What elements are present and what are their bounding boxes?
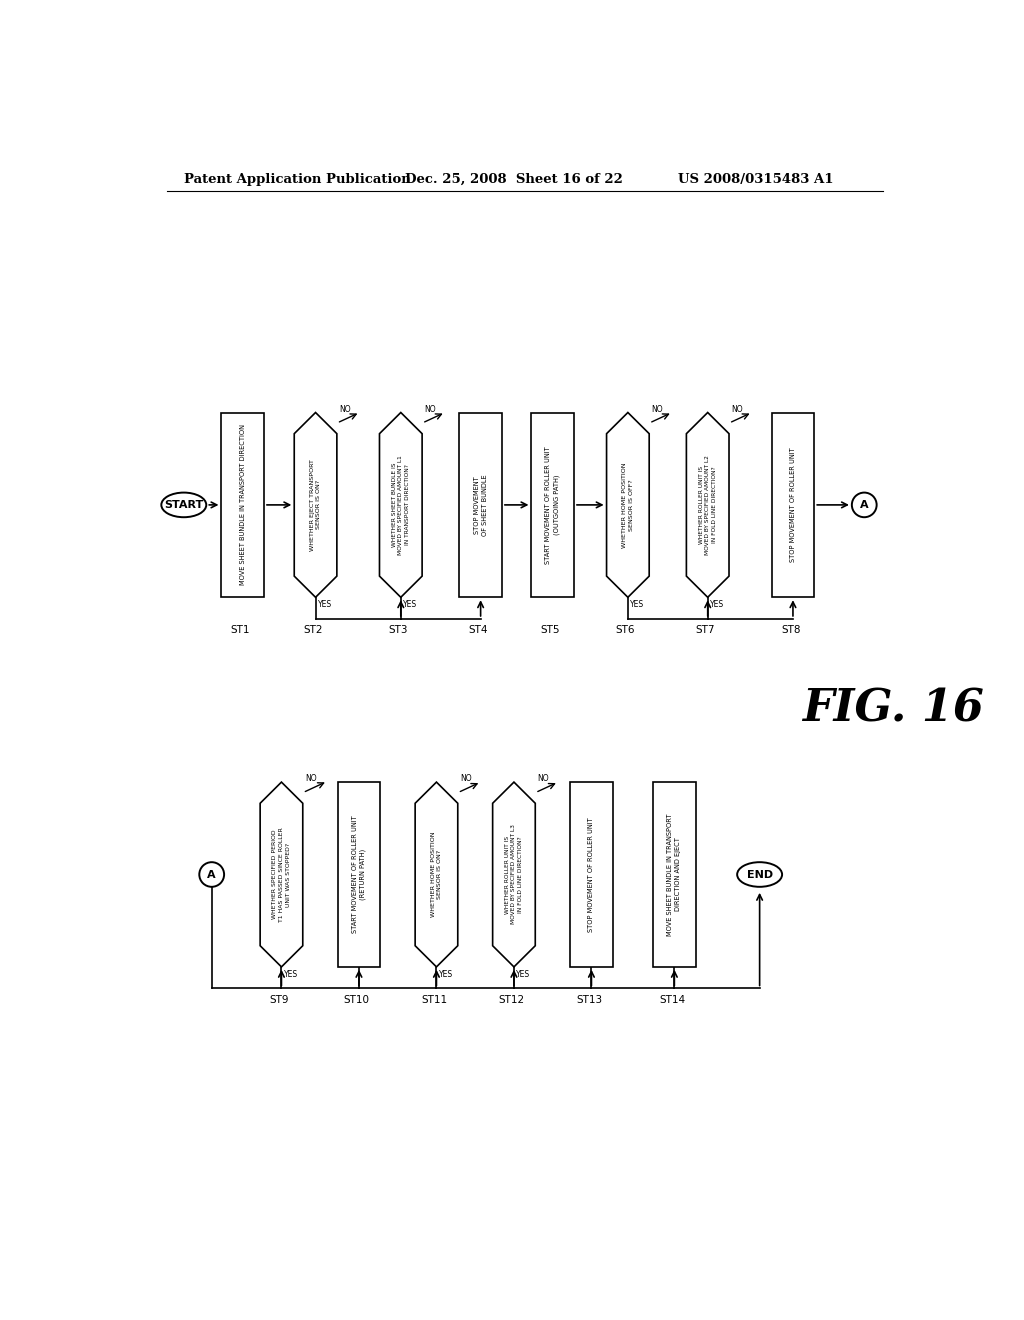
Text: NO: NO <box>424 405 436 414</box>
Bar <box>653 781 695 966</box>
Circle shape <box>200 862 224 887</box>
Bar <box>221 413 264 598</box>
Text: NO: NO <box>731 405 743 414</box>
Polygon shape <box>493 781 536 966</box>
Text: ST11: ST11 <box>421 995 447 1005</box>
Text: STOP MOVEMENT OF ROLLER UNIT: STOP MOVEMENT OF ROLLER UNIT <box>790 447 796 562</box>
Bar <box>772 413 814 598</box>
Bar <box>460 413 502 598</box>
Text: YES: YES <box>403 601 417 610</box>
Text: NO: NO <box>651 405 664 414</box>
Text: STOP MOVEMENT OF ROLLER UNIT: STOP MOVEMENT OF ROLLER UNIT <box>589 817 595 932</box>
Text: ST14: ST14 <box>659 995 685 1005</box>
Circle shape <box>852 492 877 517</box>
Text: FIG. 16: FIG. 16 <box>802 688 984 730</box>
Polygon shape <box>415 781 458 966</box>
Ellipse shape <box>737 862 782 887</box>
Text: ST10: ST10 <box>344 995 370 1005</box>
Text: ST12: ST12 <box>499 995 524 1005</box>
Text: MOVE SHEET BUNDLE IN TRANSPORT DIRECTION: MOVE SHEET BUNDLE IN TRANSPORT DIRECTION <box>240 425 246 585</box>
Text: ST8: ST8 <box>781 626 801 635</box>
Polygon shape <box>686 412 729 598</box>
Text: START MOVEMENT OF ROLLER UNIT
(OUTGOING PATH): START MOVEMENT OF ROLLER UNIT (OUTGOING … <box>546 446 560 564</box>
Polygon shape <box>606 412 649 598</box>
Polygon shape <box>260 781 303 966</box>
Text: NO: NO <box>339 405 351 414</box>
Bar <box>338 781 380 966</box>
Text: WHETHER HOME POSITION
SENSOR IS ON?: WHETHER HOME POSITION SENSOR IS ON? <box>431 832 442 917</box>
Text: Patent Application Publication: Patent Application Publication <box>183 173 411 186</box>
Text: START MOVEMENT OF ROLLER UNIT
(RETURN PATH): START MOVEMENT OF ROLLER UNIT (RETURN PA… <box>351 816 367 933</box>
Text: STOP MOVEMENT
OF SHEET BUNDLE: STOP MOVEMENT OF SHEET BUNDLE <box>474 474 487 536</box>
Text: ST2: ST2 <box>303 626 323 635</box>
Text: Dec. 25, 2008  Sheet 16 of 22: Dec. 25, 2008 Sheet 16 of 22 <box>406 173 624 186</box>
Text: YES: YES <box>284 970 298 979</box>
Text: ST3: ST3 <box>389 626 409 635</box>
Text: ST6: ST6 <box>615 626 635 635</box>
Text: MOVE SHEET BUNDLE IN TRANSPORT
DIRECTION AND EJECT: MOVE SHEET BUNDLE IN TRANSPORT DIRECTION… <box>668 813 681 936</box>
Text: WHETHER ROLLER UNIT IS
MOVED BY SPECIFIED AMOUNT L2
IN FOLD LINE DIRECTION?: WHETHER ROLLER UNIT IS MOVED BY SPECIFIE… <box>698 455 717 554</box>
Text: WHETHER SHEET BUNDLE IS
MOVED BY SPECIFIED AMOUNT L1
IN TRANSPORT DIRECTION?: WHETHER SHEET BUNDLE IS MOVED BY SPECIFI… <box>392 455 410 554</box>
Text: YES: YES <box>516 970 530 979</box>
Text: ST13: ST13 <box>577 995 602 1005</box>
Text: YES: YES <box>710 601 724 610</box>
Text: WHETHER EJECT TRANSPORT
SENSOR IS ON?: WHETHER EJECT TRANSPORT SENSOR IS ON? <box>309 459 322 550</box>
Text: END: END <box>746 870 773 879</box>
Text: YES: YES <box>438 970 453 979</box>
Text: ST9: ST9 <box>269 995 289 1005</box>
Ellipse shape <box>162 492 206 517</box>
Text: ST7: ST7 <box>695 626 715 635</box>
Text: YES: YES <box>630 601 644 610</box>
Text: WHETHER SPECIFIED PERIOD
T1 HAS PASSED SINCE ROLLER
UNIT WAS STOPPED?: WHETHER SPECIFIED PERIOD T1 HAS PASSED S… <box>272 828 291 921</box>
Text: A: A <box>208 870 216 879</box>
Text: YES: YES <box>317 601 332 610</box>
Text: WHETHER ROLLER UNIT IS
MOVED BY SPECIFIED AMOUNT L3
IN FOLD LINE DIRECTION?: WHETHER ROLLER UNIT IS MOVED BY SPECIFIE… <box>505 825 523 924</box>
Bar <box>531 413 574 598</box>
Text: US 2008/0315483 A1: US 2008/0315483 A1 <box>678 173 834 186</box>
Text: A: A <box>860 500 868 510</box>
Text: START: START <box>164 500 204 510</box>
Text: ST5: ST5 <box>541 626 560 635</box>
Text: NO: NO <box>460 775 472 784</box>
Text: ST1: ST1 <box>230 626 250 635</box>
Text: WHETHER HOME POSITION
SENSOR IS OFF?: WHETHER HOME POSITION SENSOR IS OFF? <box>622 462 634 548</box>
Text: NO: NO <box>305 775 316 784</box>
Polygon shape <box>294 412 337 598</box>
Bar <box>570 781 612 966</box>
Text: ST4: ST4 <box>469 626 488 635</box>
Polygon shape <box>380 412 422 598</box>
Text: NO: NO <box>538 775 549 784</box>
